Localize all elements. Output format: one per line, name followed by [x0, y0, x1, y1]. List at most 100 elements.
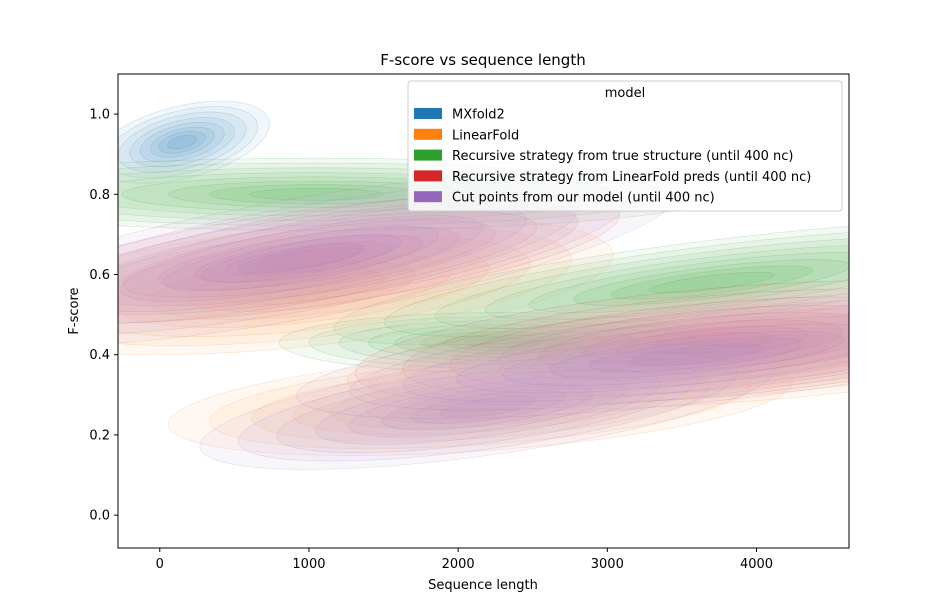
density-contour: [651, 331, 772, 354]
density-contour: [368, 324, 638, 362]
density-contour: [348, 376, 628, 438]
legend-label: Recursive strategy from LinearFold preds…: [452, 170, 811, 185]
density-contour: [118, 227, 572, 346]
density-contour: [314, 369, 662, 445]
density-contour: [610, 265, 813, 300]
density-contour: [382, 383, 594, 431]
density-contour: [402, 307, 849, 402]
density-contour: [248, 187, 384, 201]
legend-swatch: [414, 108, 442, 119]
density-series-3: [118, 193, 849, 406]
density-contour: [410, 389, 566, 424]
density-contour: [329, 377, 632, 429]
density-contour: [308, 316, 698, 370]
density-contour: [589, 337, 804, 373]
density-series-1: [118, 218, 849, 456]
density-contour: [449, 296, 849, 389]
density-contour: [163, 225, 440, 292]
density-contour: [149, 126, 215, 158]
density-contour: [333, 219, 849, 346]
density-contour: [118, 218, 614, 356]
density-contour: [237, 352, 739, 462]
density-contour: [122, 219, 496, 298]
density-contour: [428, 393, 533, 412]
density-contour: [118, 204, 527, 313]
legend-swatch: [414, 128, 442, 140]
density-contour: [384, 228, 849, 337]
density-contour: [625, 339, 829, 370]
density-contour: [448, 314, 849, 396]
density-contour: [616, 325, 808, 360]
density-contour: [225, 240, 393, 276]
density-contour: [129, 117, 235, 168]
y-tick-label: 0.4: [89, 348, 110, 363]
density-contour: [346, 299, 849, 410]
density-contour: [295, 290, 849, 419]
legend-swatch: [414, 170, 442, 182]
density-contour: [150, 253, 453, 320]
legend-swatch: [414, 191, 442, 203]
density-contour: [292, 370, 669, 435]
density-contour: [194, 234, 424, 283]
y-tick-label: 0.2: [89, 428, 110, 443]
legend: model MXfold2 LinearFold Recursive strateg…: [407, 80, 843, 212]
legend-box: [407, 80, 843, 212]
x-tick-label: 4000: [740, 557, 773, 572]
density-contour: [278, 312, 727, 374]
density-contour: [167, 135, 197, 150]
density-contour: [539, 312, 849, 374]
density-contour: [587, 334, 849, 376]
x-tick-label: 2000: [442, 557, 475, 572]
density-contour: [542, 327, 849, 382]
y-tick-label: 1.0: [89, 108, 110, 123]
density-contour: [256, 247, 361, 270]
density-contour: [365, 383, 596, 423]
density-contour: [120, 215, 483, 302]
y-axis-label: F-score: [67, 287, 82, 334]
legend-label: Cut points from our model (until 400 nc): [452, 191, 715, 206]
y-tick-label: 0.8: [89, 188, 110, 203]
density-contour: [402, 288, 849, 397]
x-axis-label: Sequence length: [428, 578, 538, 593]
density-contour: [251, 363, 711, 442]
density-series-0: [118, 100, 270, 184]
density-contour: [186, 261, 417, 312]
density-contour: [439, 396, 537, 418]
density-contour: [528, 252, 849, 313]
density-contour: [354, 280, 849, 406]
density-series-2: [118, 157, 849, 374]
x-tick-label: 3000: [591, 557, 624, 572]
density-contour: [572, 259, 849, 306]
plot-frame: [117, 73, 850, 549]
density-contour: [397, 306, 849, 403]
legend-label: Recursive strategy from true structure (…: [452, 149, 793, 164]
density-contour: [209, 356, 752, 449]
density-series-4: [118, 169, 849, 470]
chart-title: F-score vs sequence length: [380, 51, 585, 69]
density-contour: [484, 244, 849, 321]
density-contour: [442, 334, 563, 352]
legend-title: model: [605, 86, 645, 101]
density-contour: [396, 388, 565, 418]
density-contour: [497, 304, 849, 381]
density-contour: [549, 331, 845, 379]
legend-label: MXfold2: [452, 108, 505, 123]
y-tick-label: 0.0: [89, 509, 110, 524]
density-contour: [249, 274, 354, 299]
density-contour: [663, 345, 791, 365]
density-contour: [118, 100, 270, 184]
density-contour: [420, 331, 586, 355]
density-contour: [218, 268, 385, 306]
density-contour: [349, 299, 849, 411]
density-contour: [118, 106, 259, 179]
density-contour: [118, 245, 489, 328]
y-axis: 0.0 0.2 0.4 0.6 0.8 1.0: [89, 108, 118, 524]
density-contour: [118, 193, 620, 324]
legend-label: LinearFold: [452, 128, 519, 143]
legend-items: MXfold2 LinearFold Recursive strategy from…: [414, 108, 811, 206]
density-contour: [276, 360, 700, 453]
density-contour: [629, 343, 764, 366]
density-contour: [498, 321, 849, 388]
density-contour: [338, 320, 668, 366]
